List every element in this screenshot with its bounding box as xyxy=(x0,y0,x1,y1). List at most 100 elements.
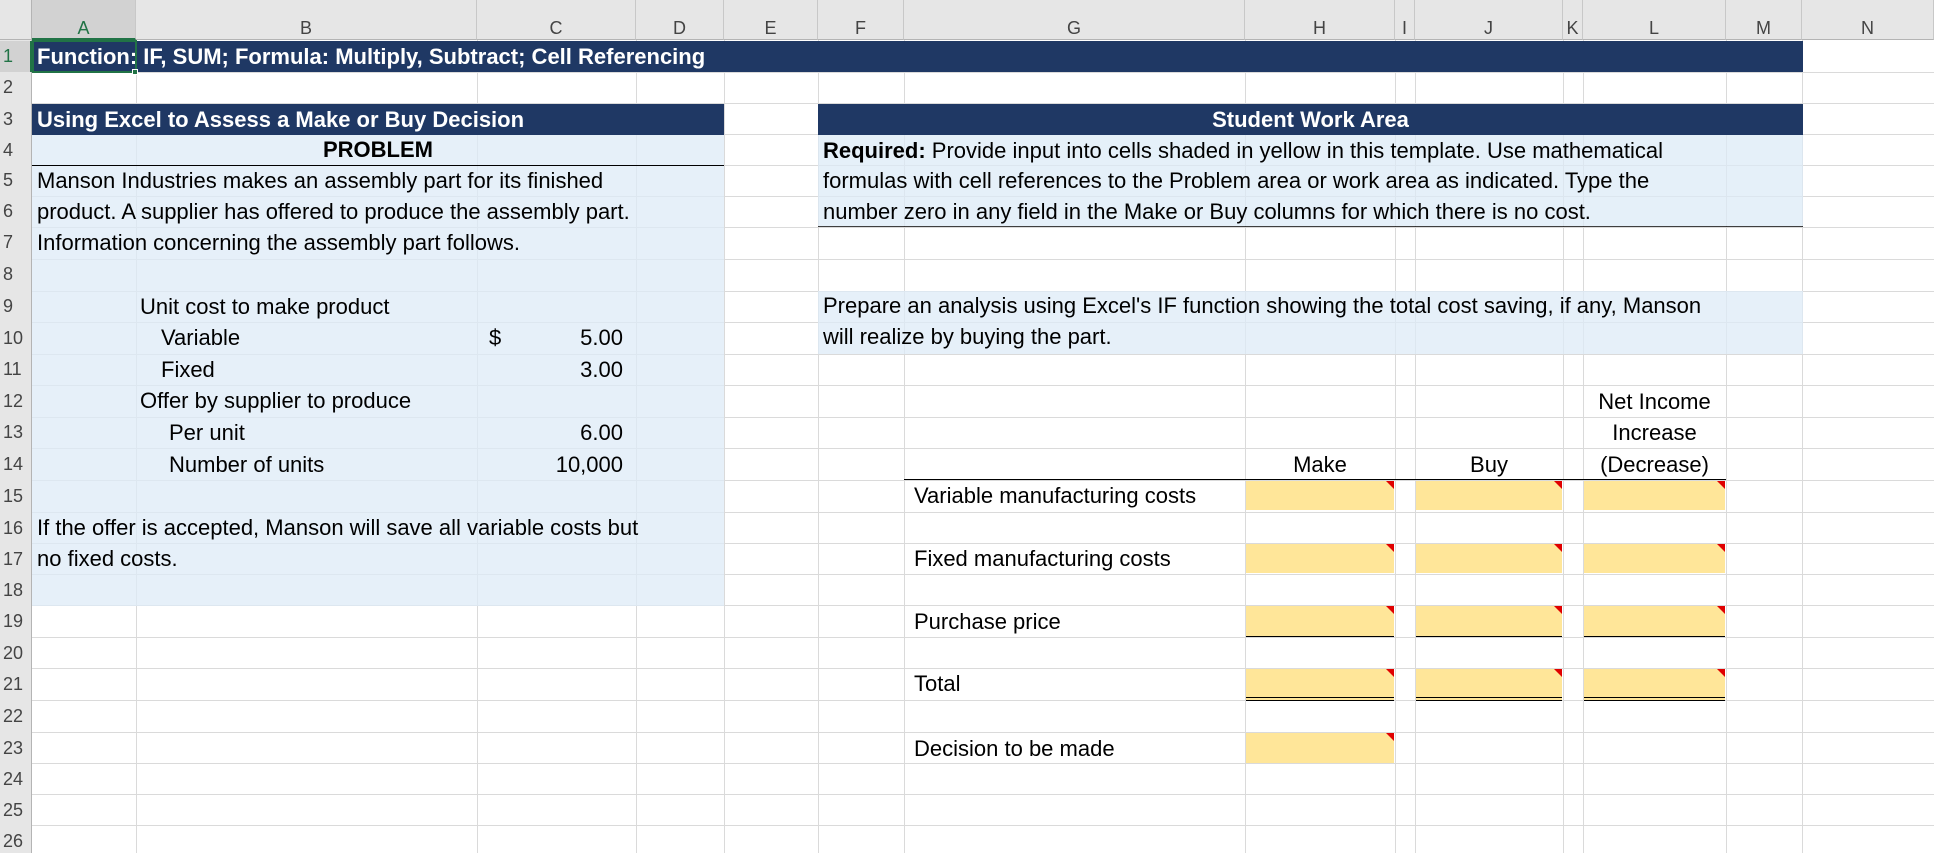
comment-indicator xyxy=(1554,544,1562,552)
comment-indicator xyxy=(1386,606,1394,614)
unit-cost-label: Unit cost to make product xyxy=(140,294,390,319)
net-income-header-line-3: (Decrease) xyxy=(1600,452,1709,477)
row-header-24[interactable]: 24 xyxy=(3,769,24,789)
units-value: 10,000 xyxy=(555,452,623,477)
problem-header-text: Using Excel to Assess a Make or Buy Deci… xyxy=(37,107,525,132)
variable-label: Variable xyxy=(161,325,241,350)
row-header-25[interactable]: 25 xyxy=(3,800,24,820)
net-fixed-input[interactable] xyxy=(1584,544,1725,573)
row-header-20[interactable]: 20 xyxy=(3,643,24,663)
required-text-1: Provide input into cells shaded in yello… xyxy=(925,138,1664,163)
buy-total-input[interactable] xyxy=(1416,669,1562,701)
column-header-j[interactable]: J xyxy=(1415,0,1563,40)
row-header-23[interactable]: 23 xyxy=(3,738,24,758)
row-header-13[interactable]: 13 xyxy=(3,422,24,442)
row-header-3[interactable]: 3 xyxy=(3,109,14,129)
table-header-underline xyxy=(904,479,1726,480)
row-header-12[interactable]: 12 xyxy=(3,391,24,411)
fixed-value: 3.00 xyxy=(580,357,623,382)
row-header-4[interactable]: 4 xyxy=(3,140,14,160)
row-header-9[interactable]: 9 xyxy=(3,296,14,316)
comment-indicator xyxy=(1717,481,1725,489)
row-header-11[interactable]: 11 xyxy=(3,359,22,379)
comment-indicator xyxy=(1717,606,1725,614)
row-header-21[interactable]: 21 xyxy=(3,674,24,694)
make-total-input[interactable] xyxy=(1246,669,1394,701)
column-header-n[interactable]: N xyxy=(1802,0,1934,40)
variable-value: 5.00 xyxy=(580,325,623,350)
select-all-corner[interactable] xyxy=(0,0,32,40)
variable-costs-label: Variable manufacturing costs xyxy=(914,483,1197,508)
active-cell-a1[interactable] xyxy=(32,40,137,73)
net-purchase-input[interactable] xyxy=(1584,606,1725,637)
make-fixed-input[interactable] xyxy=(1246,544,1394,573)
row-header-16[interactable]: 16 xyxy=(3,518,24,538)
total-label: Total xyxy=(914,671,961,696)
column-header-b[interactable]: B xyxy=(136,0,477,40)
problem-note-line-2: no fixed costs. xyxy=(37,546,178,571)
problem-subheader-cell: PROBLEM xyxy=(32,135,724,166)
column-header-c[interactable]: C xyxy=(477,0,636,40)
row-header-26[interactable]: 26 xyxy=(3,831,24,851)
column-header-e[interactable]: E xyxy=(724,0,818,40)
column-header-l[interactable]: L xyxy=(1583,0,1726,40)
problem-subheader: PROBLEM xyxy=(323,137,433,162)
row-header-1[interactable]: 1 xyxy=(0,41,32,72)
comment-indicator xyxy=(1717,544,1725,552)
comment-indicator xyxy=(1554,481,1562,489)
row-header-7[interactable]: 7 xyxy=(3,232,14,252)
fill-handle[interactable] xyxy=(132,69,138,75)
instruction-panel xyxy=(818,291,1803,354)
row-header-22[interactable]: 22 xyxy=(3,706,24,726)
title-bar-text: Function: IF, SUM; Formula: Multiply, Su… xyxy=(37,44,706,69)
row-header-6[interactable]: 6 xyxy=(3,201,14,221)
buy-purchase-input[interactable] xyxy=(1416,606,1562,637)
comment-indicator xyxy=(1386,544,1394,552)
comment-indicator xyxy=(1717,669,1725,677)
column-header-a[interactable]: A xyxy=(32,0,136,40)
column-header-d[interactable]: D xyxy=(636,0,724,40)
decision-input[interactable] xyxy=(1246,733,1394,763)
units-label: Number of units xyxy=(169,452,325,477)
required-line-1: Required: Provide input into cells shade… xyxy=(823,135,1663,166)
row-header-18[interactable]: 18 xyxy=(3,580,24,600)
row-header-2[interactable]: 2 xyxy=(3,77,14,97)
title-bar: Function: IF, SUM; Formula: Multiply, Su… xyxy=(32,41,1803,72)
row-header-5[interactable]: 5 xyxy=(3,170,14,190)
per-unit-label: Per unit xyxy=(169,420,245,445)
purchase-price-label: Purchase price xyxy=(914,609,1061,634)
buy-fixed-input[interactable] xyxy=(1416,544,1562,573)
problem-panel xyxy=(32,135,724,606)
net-income-header-line-1: Net Income xyxy=(1598,389,1711,414)
comment-indicator xyxy=(1386,481,1394,489)
row-header-14[interactable]: 14 xyxy=(3,454,24,474)
instruction-line-2: will realize by buying the part. xyxy=(823,324,1112,349)
required-line-2: formulas with cell references to the Pro… xyxy=(823,168,1650,193)
column-header-f[interactable]: F xyxy=(818,0,904,40)
row-header-19[interactable]: 19 xyxy=(3,611,24,631)
buy-header: Buy xyxy=(1470,452,1508,477)
row-header-8[interactable]: 8 xyxy=(3,264,14,284)
column-header-m[interactable]: M xyxy=(1726,0,1802,40)
work-area-header: Student Work Area xyxy=(818,104,1803,135)
problem-intro-line-1: Manson Industries makes an assembly part… xyxy=(37,168,604,193)
column-header-i[interactable]: I xyxy=(1395,0,1415,40)
row-header-17[interactable]: 17 xyxy=(3,549,24,569)
problem-header: Using Excel to Assess a Make or Buy Deci… xyxy=(32,104,724,135)
buy-variable-input[interactable] xyxy=(1416,481,1562,510)
comment-indicator xyxy=(1554,606,1562,614)
column-header-k[interactable]: K xyxy=(1563,0,1583,40)
comment-indicator xyxy=(1386,669,1394,677)
net-total-input[interactable] xyxy=(1584,669,1725,701)
problem-intro-line-3: Information concerning the assembly part… xyxy=(37,230,521,255)
per-unit-value: 6.00 xyxy=(580,420,623,445)
net-variable-input[interactable] xyxy=(1584,481,1725,510)
make-variable-input[interactable] xyxy=(1246,481,1394,510)
column-header-h[interactable]: H xyxy=(1245,0,1395,40)
row-header-10[interactable]: 10 xyxy=(3,328,24,348)
row-header-15[interactable]: 15 xyxy=(3,486,24,506)
make-purchase-input[interactable] xyxy=(1246,606,1394,637)
column-header-g[interactable]: G xyxy=(904,0,1245,40)
problem-intro-line-2: product. A supplier has offered to produ… xyxy=(37,199,630,224)
instruction-line-1: Prepare an analysis using Excel's IF fun… xyxy=(823,293,1702,318)
